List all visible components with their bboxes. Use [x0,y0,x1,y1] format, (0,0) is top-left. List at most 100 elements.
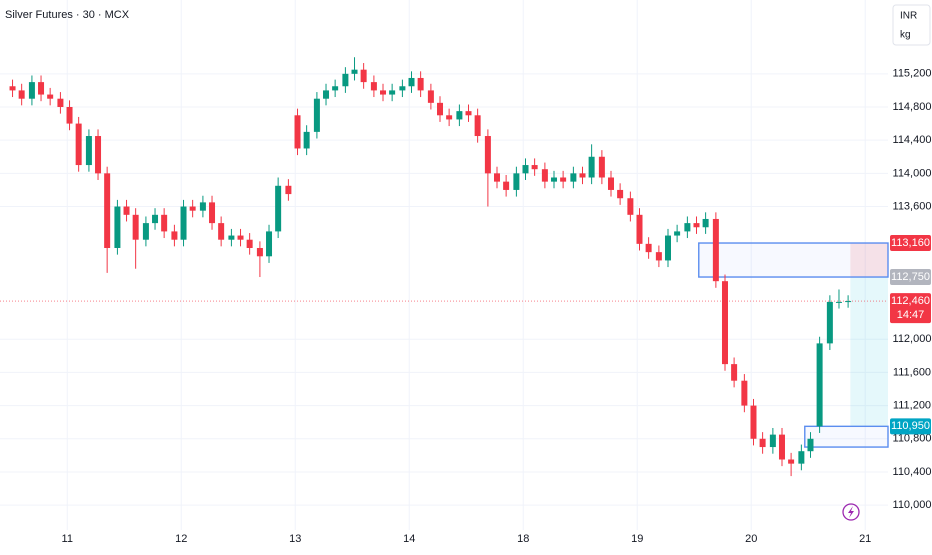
candle-body [627,198,634,215]
candle-body [323,90,330,99]
candle-body [741,380,748,406]
candle-body [684,223,691,232]
candle-body [617,189,624,199]
candle-body [503,181,510,190]
candle-body [380,90,387,95]
candle-body [342,73,349,87]
candle-body [835,301,842,303]
candle-body [664,235,671,261]
candle-body [246,239,253,248]
candle-body [816,343,823,427]
x-tick-label: 13 [289,533,301,545]
y-tick-label: 115,200 [893,68,932,80]
candle-body [607,177,614,190]
candle-body [579,173,586,178]
candle-body [427,90,434,103]
candle-body [199,202,206,211]
candle-body [285,185,292,195]
y-tick-label: 111,200 [893,399,931,411]
x-tick-label: 12 [175,533,187,545]
unit[interactable]: kg [900,30,911,41]
y-tick-label: 110,000 [893,499,932,511]
chart-title: Silver Futures · 30 · MCX [5,9,130,21]
candle-body [85,136,92,166]
candle-body [142,223,149,240]
y-tick-label: 110,400 [893,466,932,478]
candle-body [513,173,520,190]
candle-body [570,173,577,182]
candle-body [769,434,776,448]
candle-body [474,115,481,137]
candle-body [807,438,814,452]
candle-body [152,214,159,224]
icon-circle[interactable] [842,503,860,521]
candle-body [531,165,538,170]
candle-body [636,214,643,244]
grid [0,0,888,530]
price-label-box [890,235,931,252]
candle-body [702,218,709,228]
candle-body [389,90,396,95]
candle-body [66,106,73,124]
candle-body [351,69,358,74]
candle-body [408,77,415,87]
candle-body [456,111,463,120]
candle-body [57,98,64,107]
y-tick-label: 114,800 [893,101,932,113]
target-zone [850,277,888,427]
x-tick-label: 20 [745,533,757,545]
price-label-box [890,269,931,286]
candle-body [104,173,111,248]
candle-body [551,177,558,182]
candle-body [494,173,501,182]
candle-body [721,281,728,365]
x-tick-label: 21 [859,533,871,545]
y-tick-label: 111,600 [893,366,931,378]
alert-icon[interactable] [842,503,860,521]
candle-body [693,223,700,228]
candle-body [778,434,785,460]
x-tick-label: 18 [517,533,529,545]
icon-bolt[interactable] [848,506,854,518]
candle-body [132,214,139,240]
zone-box [698,242,889,278]
candle-body [123,206,130,215]
x-tick-label: 11 [62,533,73,545]
candle-body [788,459,795,464]
y-tick-label: 112,000 [893,333,932,345]
candle-body [38,82,45,95]
candle-body [437,102,444,116]
zone-box [804,425,889,448]
candle-body [95,136,102,174]
unit-box[interactable] [892,4,931,46]
candle-body [598,156,605,178]
currency[interactable]: INR [900,11,917,22]
candle-body [28,82,35,99]
candle-body [228,235,235,240]
price-label: 113,160 [891,237,930,249]
candle-body [275,185,282,232]
candle-body [18,90,25,99]
candle-body [798,451,805,464]
candle-body [294,115,301,149]
candle-body [180,206,187,240]
candle-body [417,77,424,91]
candle-body [171,231,178,240]
candle-body [446,115,453,120]
price-label: 112,460 [891,295,930,307]
candle-body [731,364,738,381]
candle-body [560,177,567,182]
y-tick-label: 110,800 [893,433,932,445]
candles [9,57,852,477]
price-label: 110,950 [891,420,930,432]
candle-body [465,111,472,116]
candle-body [712,218,719,282]
candle-body [161,214,168,232]
candle-body [522,165,529,174]
candle-body [313,98,320,132]
candle-body [47,94,54,99]
drawings [0,242,889,448]
candle-body [826,301,833,344]
y-tick-label: 114,400 [893,134,932,146]
